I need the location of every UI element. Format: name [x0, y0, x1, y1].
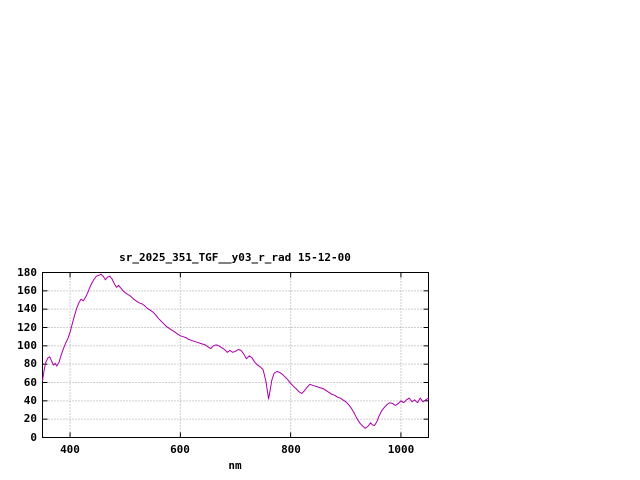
x-tick-label: 600 [170, 443, 190, 456]
y-tick-label: 60 [23, 376, 37, 389]
plot-border [42, 272, 429, 438]
y-tick-label: 0 [30, 431, 37, 444]
y-tick-label: 160 [17, 284, 37, 297]
y-tick-label: 40 [23, 394, 37, 407]
spectrum-line [42, 273, 429, 429]
y-tick-label: 120 [17, 321, 37, 334]
y-tick-label: 80 [23, 357, 37, 370]
x-tick-label: 800 [281, 443, 301, 456]
y-tick-label: 180 [17, 266, 37, 279]
y-tick-label: 100 [17, 339, 37, 352]
x-tick-label: 1000 [387, 443, 415, 456]
y-tick-label: 140 [17, 302, 37, 315]
chart-title: sr_2025_351_TGF__y03_r_rad 15-12-00 [119, 251, 351, 264]
y-tick-label: 20 [23, 412, 37, 425]
x-axis-label: nm [228, 459, 242, 472]
x-tick-label: 400 [60, 443, 80, 456]
